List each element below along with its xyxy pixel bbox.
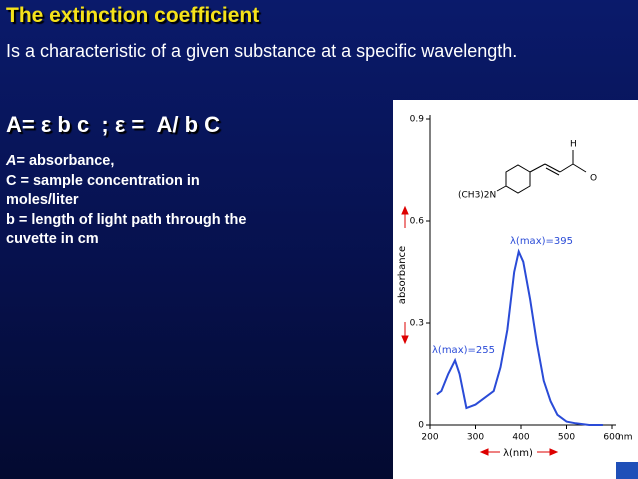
x-tick-label: 300 xyxy=(467,433,484,443)
x-tick-label: 400 xyxy=(512,433,529,443)
definition: b = length of light path through the xyxy=(6,211,247,228)
x-tick-label: 600 xyxy=(603,433,620,443)
definition: cuvette in cm xyxy=(6,231,99,247)
definition-text: = absorbance, xyxy=(16,153,115,169)
x-unit: nm xyxy=(618,433,632,443)
y-tick-label: 0.3 xyxy=(410,319,424,329)
definitions: A= absorbance, C = sample concentration … xyxy=(6,152,246,250)
corner-decor xyxy=(616,462,638,479)
definition: moles/liter xyxy=(6,192,79,208)
y-axis-label: absorbance xyxy=(397,246,408,304)
structure-label: O xyxy=(590,174,597,184)
annotation: λ(max)=255 xyxy=(432,345,495,356)
definition: C = sample concentration in xyxy=(6,172,200,189)
molecule xyxy=(496,150,587,194)
data-line xyxy=(436,248,603,426)
definition: A= absorbance, xyxy=(6,152,246,172)
chart-panel xyxy=(393,100,638,479)
symbol: A xyxy=(6,153,17,169)
y-tick-label: 0 xyxy=(418,421,424,431)
x-tick-label: 500 xyxy=(558,433,575,443)
slide-title: The extinction coefficient xyxy=(6,4,260,27)
y-tick-label: 0.6 xyxy=(410,217,425,227)
x-tick-label: 200 xyxy=(421,433,438,443)
y-tick-label: 0.9 xyxy=(410,115,425,125)
annotation: λ(max)=395 xyxy=(510,236,573,247)
intro-text: Is a characteristic of a given substance… xyxy=(6,41,518,61)
x-axis-label: λ(nm) xyxy=(503,448,533,459)
axis-arrows xyxy=(401,205,559,456)
equation: A= ε b c ; ε = A/ b C xyxy=(6,112,221,137)
structure-label: H xyxy=(570,140,577,150)
structure-label: (CH3)2N xyxy=(458,191,496,201)
